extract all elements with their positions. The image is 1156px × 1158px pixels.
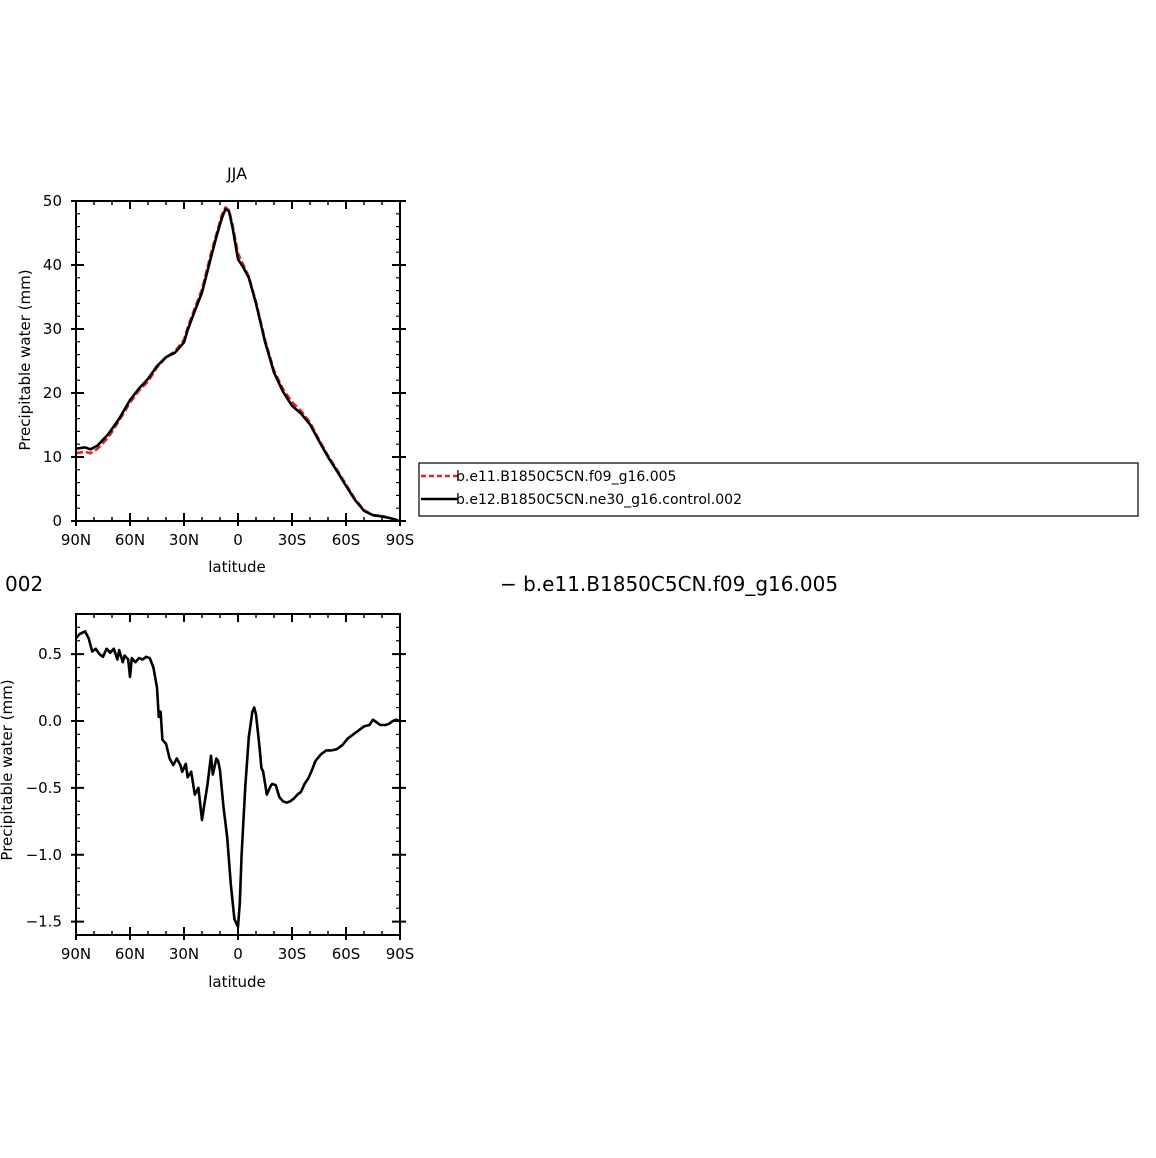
bottom-x-tick-label: 90S	[386, 945, 415, 963]
bottom-x-tick-label: 60S	[332, 945, 361, 963]
partial-label-left: 002	[5, 572, 43, 596]
top-x-tick-label: 90N	[61, 531, 91, 549]
top-chart-ylabel: Precipitable water (mm)	[16, 269, 34, 450]
top-chart-panel: JJA Precipitable water (mm) latitude 90N…	[16, 164, 414, 576]
bottom-chart-frame	[75, 613, 401, 936]
top-x-tick-label: 30S	[278, 531, 307, 549]
partial-label-right: − b.e11.B1850C5CN.f09_g16.005	[500, 572, 838, 596]
top-y-tick-label: 40	[43, 256, 62, 274]
legend-label-series-1: b.e11.B1850C5CN.f09_g16.005	[456, 469, 676, 485]
top-chart-xlabel: latitude	[208, 558, 266, 576]
top-x-tick-label: 60N	[115, 531, 145, 549]
legend: b.e11.B1850C5CN.f09_g16.005 b.e12.B1850C…	[418, 462, 1139, 517]
legend-label-series-2: b.e12.B1850C5CN.ne30_g16.control.002	[456, 492, 742, 508]
top-x-tick-label: 0	[233, 531, 243, 549]
top-y-tick-label: 10	[43, 448, 62, 466]
top-chart-title: JJA	[226, 164, 247, 183]
bottom-chart-series-group	[75, 630, 401, 929]
top-series-line-2	[75, 208, 399, 522]
bottom-y-tick-label: −1.5	[26, 913, 62, 931]
bottom-series-line-1	[75, 630, 401, 929]
bottom-y-tick-label: 0.0	[38, 712, 62, 730]
top-x-tick-label: 90S	[386, 531, 415, 549]
bottom-x-tick-label: 30S	[278, 945, 307, 963]
top-y-tick-label: 20	[43, 384, 62, 402]
bottom-y-tick-label: −1.0	[26, 846, 62, 864]
legend-box	[418, 462, 1139, 517]
bottom-chart-xlabel: latitude	[208, 973, 266, 991]
top-x-tick-label: 60S	[332, 531, 361, 549]
bottom-chart-panel: Precipitable water (mm) latitude 90N 60N 3…	[0, 613, 415, 991]
top-chart-axes: 90N 60N 30N 0 30S 60S 90S 0 10 20 30 40 50	[43, 192, 414, 549]
top-y-tick-label: 50	[43, 192, 62, 210]
bottom-y-tick-label: −0.5	[26, 779, 62, 797]
bottom-chart-ylabel: Precipitable water (mm)	[0, 679, 16, 860]
bottom-y-tick-label: 0.5	[38, 645, 62, 663]
top-y-tick-label: 0	[52, 512, 62, 530]
bottom-x-tick-label: 60N	[115, 945, 145, 963]
top-x-tick-label: 30N	[169, 531, 199, 549]
top-y-tick-label: 30	[43, 320, 62, 338]
bottom-x-tick-label: 90N	[61, 945, 91, 963]
bottom-x-tick-label: 0	[233, 945, 243, 963]
top-chart-series-group	[75, 206, 399, 522]
bottom-chart-axes: 90N 60N 30N 0 30S 60S 90S 0.5 0.0 −0.5 −1.0 −1.5	[26, 613, 415, 963]
bottom-x-tick-label: 30N	[169, 945, 199, 963]
top-chart-frame	[75, 200, 401, 522]
